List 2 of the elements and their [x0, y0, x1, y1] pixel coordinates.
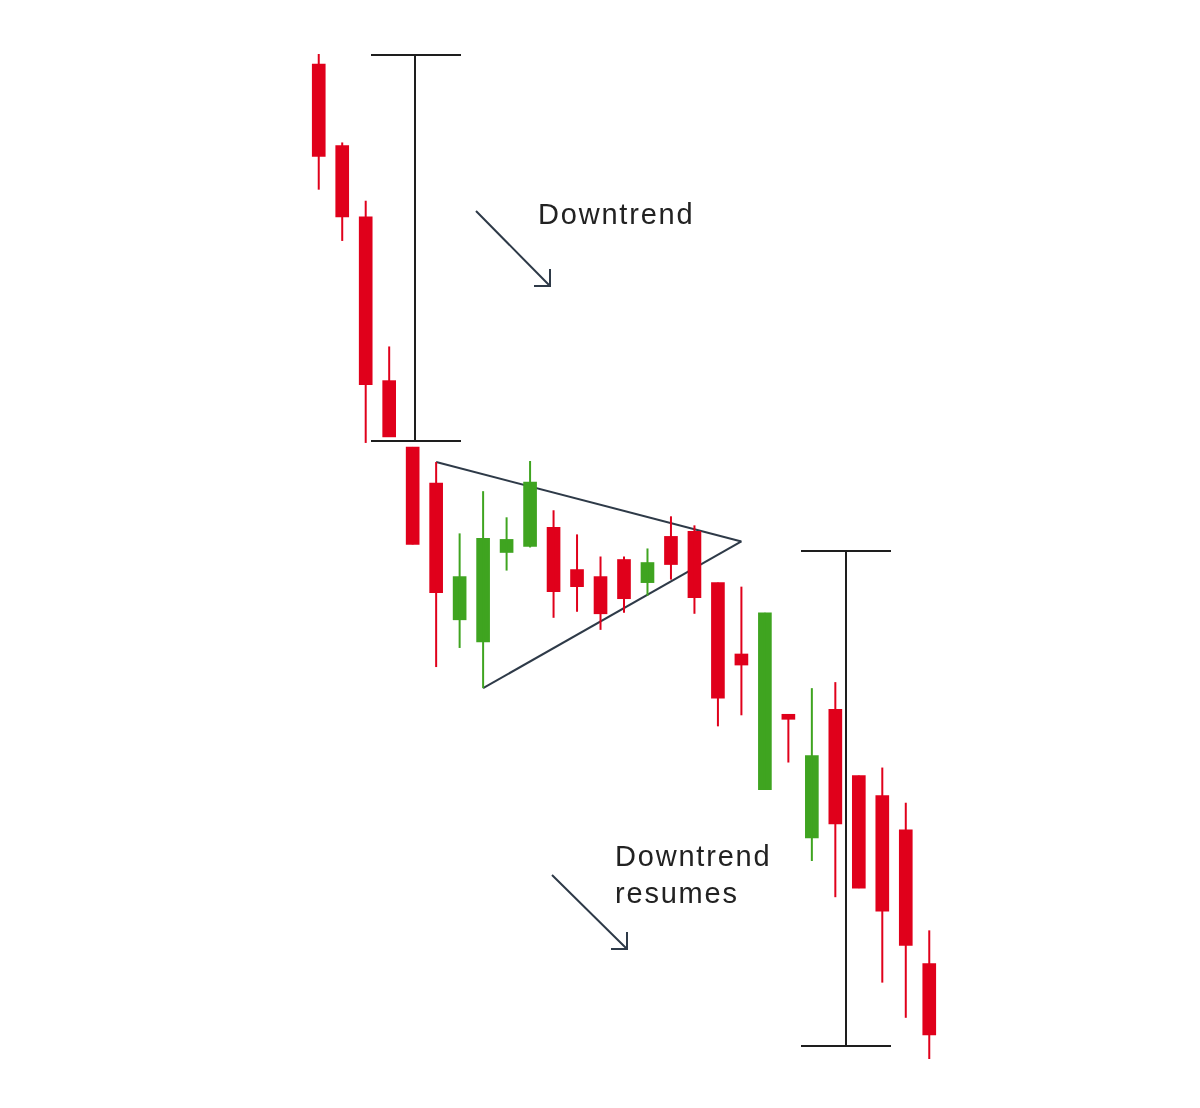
annotation: Downtrend resumes	[615, 839, 773, 911]
annotation: Downtrend	[538, 197, 696, 232]
